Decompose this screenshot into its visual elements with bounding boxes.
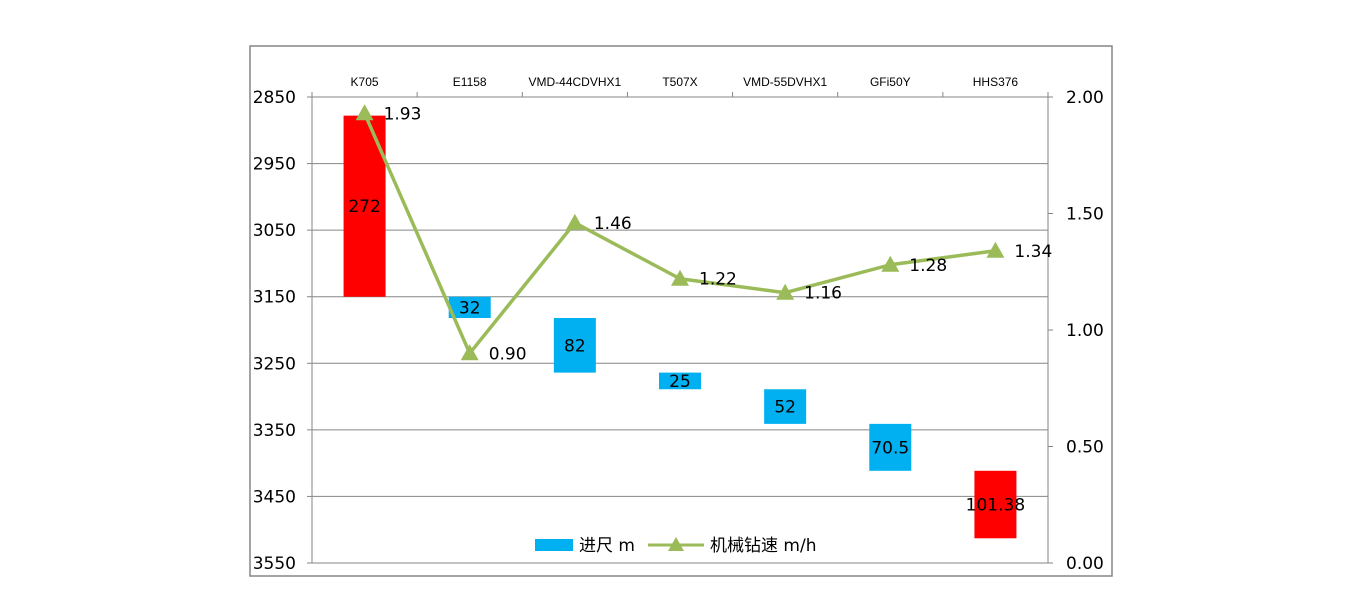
footage-bars: 272 32 82 25 52 70.5 101.38 bbox=[343, 115, 1025, 539]
rop-data-label: 0.90 bbox=[489, 344, 527, 364]
left-axis-tick-label: 3250 bbox=[253, 354, 296, 374]
left-axis-tick-label: 2950 bbox=[253, 155, 296, 175]
footage-bar-label: 32 bbox=[459, 298, 481, 318]
category-label: HHS376 bbox=[973, 75, 1019, 89]
left-axis-tick-label: 2850 bbox=[253, 88, 296, 108]
right-axis-tick-label: 0.50 bbox=[1066, 438, 1104, 458]
right-axis-tick-label: 0.00 bbox=[1066, 554, 1104, 574]
left-axis-tick-label: 3550 bbox=[253, 554, 296, 574]
legend-label-rop: 机械钻速 m/h bbox=[710, 536, 816, 556]
rop-marker bbox=[986, 241, 1005, 258]
rop-marker bbox=[565, 213, 584, 230]
legend-swatch-footage bbox=[535, 539, 573, 551]
footage-bar-label: 272 bbox=[348, 197, 380, 217]
rop-line: 1.93 0.90 1.46 1.22 1.16 1.28 1.34 bbox=[355, 104, 1052, 364]
axes: 2850 2950 3050 3150 3250 3350 3450 3550 2.00 1.50… bbox=[253, 88, 1104, 574]
rop-marker bbox=[460, 344, 479, 361]
category-label: VMD-55DVHX1 bbox=[743, 75, 827, 89]
rop-data-label: 1.28 bbox=[909, 256, 947, 276]
rop-marker bbox=[776, 283, 795, 300]
right-axis-tick-label: 1.00 bbox=[1066, 321, 1104, 341]
legend: 进尺 m 机械钻速 m/h bbox=[535, 536, 816, 556]
category-label: VMD-44CDVHX1 bbox=[529, 75, 622, 89]
left-axis-tick-label: 3450 bbox=[253, 487, 296, 507]
footage-bar-label: 52 bbox=[774, 398, 796, 418]
rop-data-label: 1.22 bbox=[699, 270, 737, 290]
rop-data-label: 1.46 bbox=[594, 214, 632, 234]
right-axis-tick-label: 2.00 bbox=[1066, 88, 1104, 108]
category-labels: K705 E1158 VMD-44CDVHX1 T507X VMD-55DVHX1 GFi… bbox=[351, 75, 1019, 89]
category-label: T507X bbox=[662, 75, 697, 89]
rop-marker bbox=[355, 104, 374, 121]
left-axis-tick-label: 3350 bbox=[253, 421, 296, 441]
left-axis-tick-label: 3050 bbox=[253, 221, 296, 241]
rop-marker bbox=[881, 255, 900, 272]
rop-marker bbox=[671, 269, 689, 286]
footage-bar bbox=[869, 423, 912, 471]
footage-bar bbox=[659, 372, 701, 390]
footage-bar-label: 101.38 bbox=[966, 496, 1025, 516]
category-label: K705 bbox=[351, 75, 379, 89]
footage-bar-label: 25 bbox=[669, 372, 691, 392]
gridlines bbox=[312, 96, 1048, 564]
footage-bar bbox=[448, 296, 491, 319]
category-label: GFi50Y bbox=[870, 75, 911, 89]
rop-data-label: 1.93 bbox=[384, 104, 422, 124]
rop-data-label: 1.34 bbox=[1014, 242, 1052, 262]
footage-bar bbox=[553, 318, 596, 373]
footage-bar bbox=[764, 389, 807, 424]
category-label: E1158 bbox=[453, 75, 487, 89]
right-axis-tick-label: 1.50 bbox=[1066, 205, 1104, 225]
rop-data-label: 1.16 bbox=[804, 284, 842, 304]
footage-bar bbox=[974, 470, 1017, 539]
legend-swatch-rop-marker bbox=[668, 537, 684, 551]
legend-label-footage: 进尺 m bbox=[579, 536, 635, 556]
footage-bar-label: 82 bbox=[564, 336, 586, 356]
chart-border bbox=[249, 45, 1113, 577]
left-axis-tick-label: 3150 bbox=[253, 288, 296, 308]
footage-bar-label: 70.5 bbox=[871, 438, 909, 458]
